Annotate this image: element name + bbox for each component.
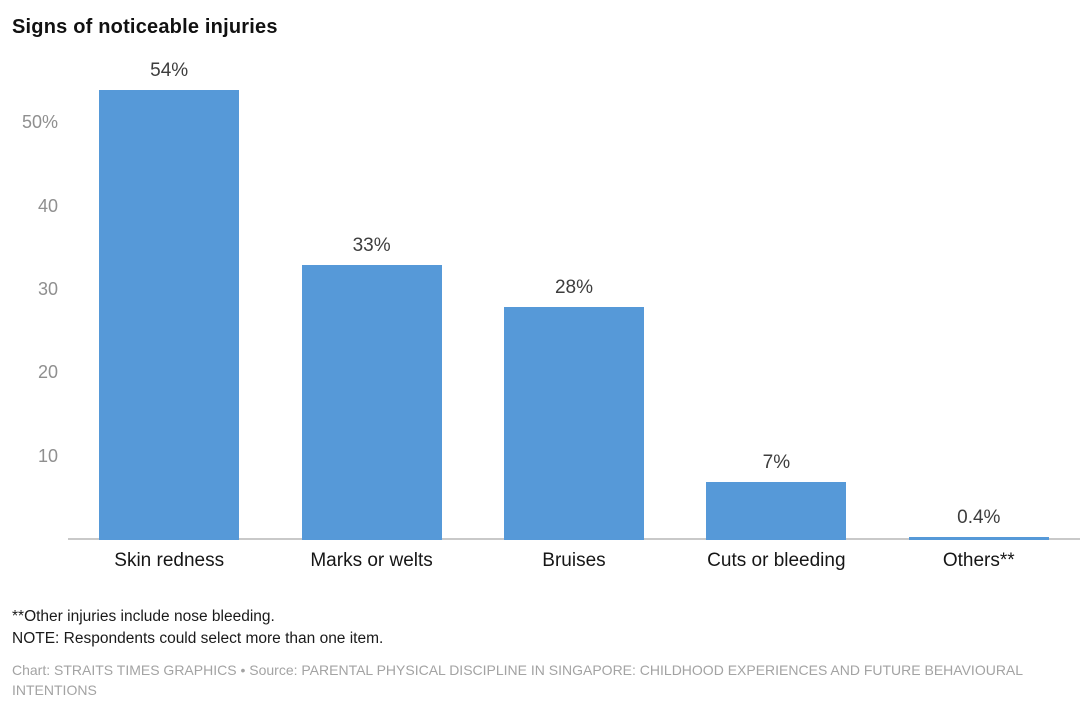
bar bbox=[503, 306, 644, 540]
bar bbox=[908, 536, 1049, 540]
category-label: Marks or welts bbox=[310, 550, 433, 571]
bar bbox=[99, 90, 240, 540]
note-text: NOTE: Respondents could select more than… bbox=[12, 630, 384, 647]
y-tick-label: 40 bbox=[37, 195, 58, 216]
category-axis: Skin redness Marks or welts Bruises Cuts or… bbox=[68, 540, 1080, 572]
y-tick-label: 10 bbox=[37, 445, 58, 466]
y-tick-label: 50% bbox=[21, 112, 58, 133]
category-label: Cuts or bleeding bbox=[707, 550, 846, 571]
bar bbox=[301, 265, 442, 540]
bar-value-label: 28% bbox=[554, 276, 593, 298]
bar-value-label: 0.4% bbox=[957, 506, 1001, 528]
bar bbox=[706, 481, 847, 540]
y-tick-label: 30 bbox=[37, 279, 58, 299]
bar-value-label: 54% bbox=[150, 60, 189, 81]
bar-slot: 7% bbox=[675, 90, 877, 540]
bar-slot: 33% bbox=[270, 90, 472, 540]
bar-value-label: 33% bbox=[352, 235, 391, 256]
bar-slot: 54% bbox=[68, 60, 270, 540]
bar-slot: 28% bbox=[473, 90, 675, 540]
plot-area: 10 20 30 40 50% 54% 33% 28% 7% 0.4% bbox=[22, 60, 1080, 540]
category-label: Others** bbox=[942, 550, 1015, 571]
footnote-text: **Other injuries include nose bleeding. bbox=[12, 608, 275, 625]
bar-slot: 0.4% bbox=[878, 90, 1080, 540]
bars: 10 20 30 40 50% 54% 33% 28% 7% 0.4% bbox=[22, 60, 1080, 540]
y-tick-label: 20 bbox=[37, 362, 58, 383]
source-credit: Chart: STRAITS TIMES GRAPHICS • Source: … bbox=[12, 662, 1023, 698]
category-label: Skin redness bbox=[114, 550, 225, 571]
category-label: Bruises bbox=[542, 550, 606, 571]
notes-block: **Other injuries include nose bleeding. … bbox=[12, 606, 1080, 650]
bar-value-label: 7% bbox=[762, 451, 791, 473]
chart-title: Signs of noticeable injuries bbox=[12, 16, 278, 38]
